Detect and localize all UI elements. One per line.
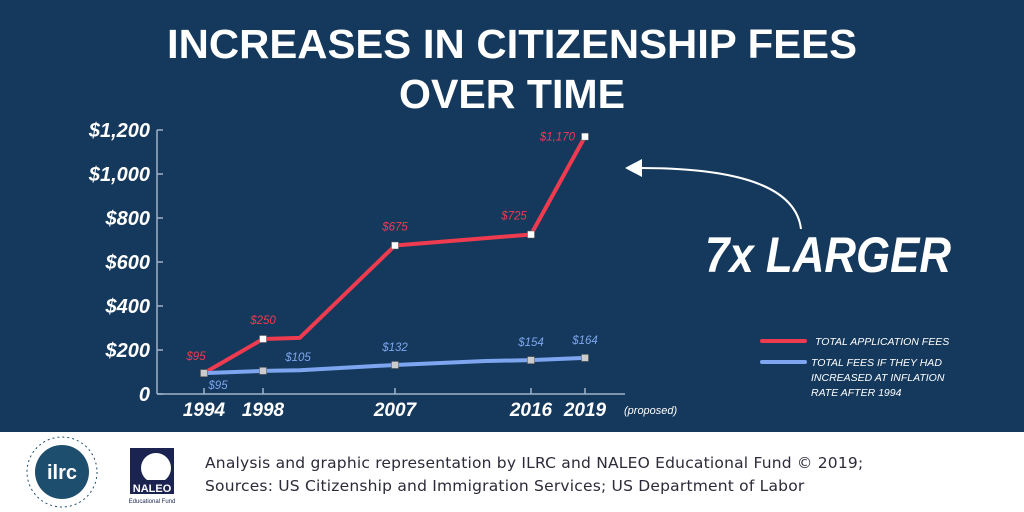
data-point [259, 367, 267, 375]
data-label: $132 [381, 342, 408, 354]
y-tick-label: 0 [139, 384, 150, 406]
x-tick-label: 2019 [563, 400, 607, 421]
curved-arrow-icon [639, 167, 802, 230]
credit-line-2: Sources: US Citizenship and Immigration … [205, 477, 805, 495]
data-label: $250 [249, 315, 276, 327]
y-tick-label: $600 [105, 252, 151, 274]
svg-text:ilrc: ilrc [47, 462, 77, 484]
legend-label: TOTAL FEES IF THEY HAD [811, 357, 942, 369]
data-point [581, 132, 589, 141]
data-point [527, 230, 535, 239]
data-label: $95 [207, 380, 228, 392]
data-label: $164 [571, 335, 598, 347]
data-label: $154 [517, 337, 544, 349]
svg-text:NALEO: NALEO [133, 483, 172, 495]
data-label: $95 [185, 351, 206, 363]
legend-label: TOTAL APPLICATION FEES [815, 336, 949, 348]
arrowhead-icon [625, 159, 642, 177]
legend-label: RATE AFTER 1994 [811, 387, 902, 399]
data-point [391, 361, 399, 369]
data-label: $105 [284, 352, 311, 364]
y-tick-label: $800 [105, 208, 151, 230]
title-line-1: INCREASES IN CITIZENSHIP FEES [167, 21, 857, 67]
series-line-total-fees [202, 135, 587, 375]
data-point [200, 369, 208, 377]
line-chart: INCREASES IN CITIZENSHIP FEES OVER TIME … [88, 21, 951, 421]
y-tick-label: $1,000 [88, 164, 150, 186]
series-group: $95 $250 $675 $725 $1,170 $95 $105 $132 $154 $164 [185, 132, 597, 393]
naleo-logo: NALEO Educational Fund [129, 448, 176, 505]
ilrc-logo: ilrc [26, 436, 98, 508]
x-tick-note: (proposed) [624, 405, 678, 417]
data-label: $725 [500, 211, 527, 223]
y-tick-label: $200 [105, 340, 151, 362]
data-point [527, 356, 535, 364]
x-tick-label: 1994 [183, 400, 226, 421]
axes: 0 $200 $400 $600 $800 $1,000 $1,200 1994 1998 200… [88, 120, 678, 421]
y-tick-label: $1,200 [88, 120, 150, 142]
credit-line-1: Analysis and graphic representation by I… [205, 454, 864, 472]
x-tick-label: 1998 [242, 400, 285, 421]
data-point [259, 335, 267, 343]
legend-label: INCREASED AT INFLATION [811, 372, 945, 384]
y-tick-label: $400 [105, 296, 151, 318]
x-tick-label: 2007 [373, 400, 418, 421]
callout-7x-larger: 7x LARGER [705, 227, 951, 283]
title-line-2: OVER TIME [399, 71, 625, 117]
data-point [581, 354, 589, 362]
data-label: $1,170 [539, 132, 576, 144]
infographic: INCREASES IN CITIZENSHIP FEES OVER TIME … [0, 0, 1024, 432]
footer: ilrc NALEO Educational Fund Analysis and… [0, 432, 1024, 512]
x-tick-label: 2016 [509, 400, 553, 421]
legend: TOTAL APPLICATION FEES TOTAL FEES IF THEY… [760, 336, 949, 399]
data-point [391, 241, 399, 250]
data-label: $675 [381, 222, 408, 234]
svg-text:Educational Fund: Educational Fund [129, 499, 176, 505]
